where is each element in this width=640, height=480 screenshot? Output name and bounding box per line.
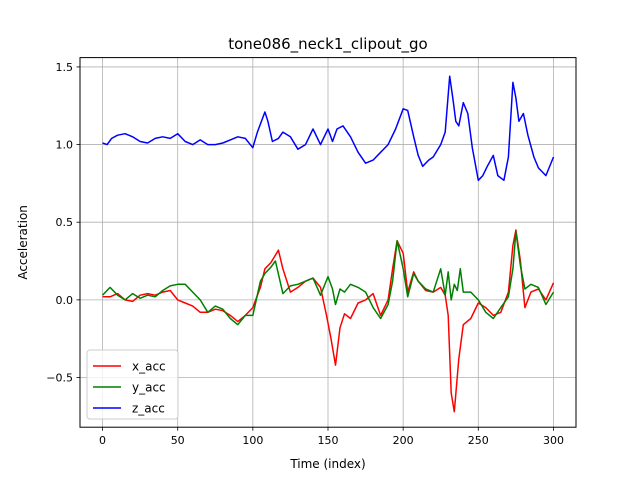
x-tick-label: 250 [468, 434, 489, 447]
legend-label-x_acc: x_acc [132, 360, 166, 374]
series-line-z_acc [102, 75, 555, 182]
legend-label-z_acc: z_acc [132, 402, 165, 416]
series-line-y_acc [101, 230, 555, 326]
y-tick-label: 1.5 [56, 61, 74, 74]
y-tick-label: 1.0 [56, 139, 74, 152]
x-tick-label: 200 [393, 434, 414, 447]
y-tick-label: 0.0 [56, 294, 74, 307]
x-tick-label: 0 [99, 434, 106, 447]
y-tick-label: 0.5 [56, 216, 74, 229]
x-axis-label: Time (index) [289, 457, 365, 471]
x-tick-label: 300 [543, 434, 564, 447]
ticks: 0 50 100 150 200 250 300 −0.5 0.0 0.5 1.0 1.5 [46, 61, 564, 447]
x-tick-label: 150 [318, 434, 339, 447]
legend: x_acc y_acc z_acc [86, 349, 179, 420]
series-layer [101, 75, 555, 413]
legend-label-y_acc: y_acc [132, 381, 166, 395]
y-axis-label: Acceleration [16, 205, 30, 280]
y-tick-label: −0.5 [46, 372, 73, 385]
x-tick-label: 50 [171, 434, 185, 447]
legend-box [86, 349, 179, 420]
x-tick-label: 100 [242, 434, 263, 447]
chart-title: tone086_neck1_clipout_go [228, 35, 428, 54]
